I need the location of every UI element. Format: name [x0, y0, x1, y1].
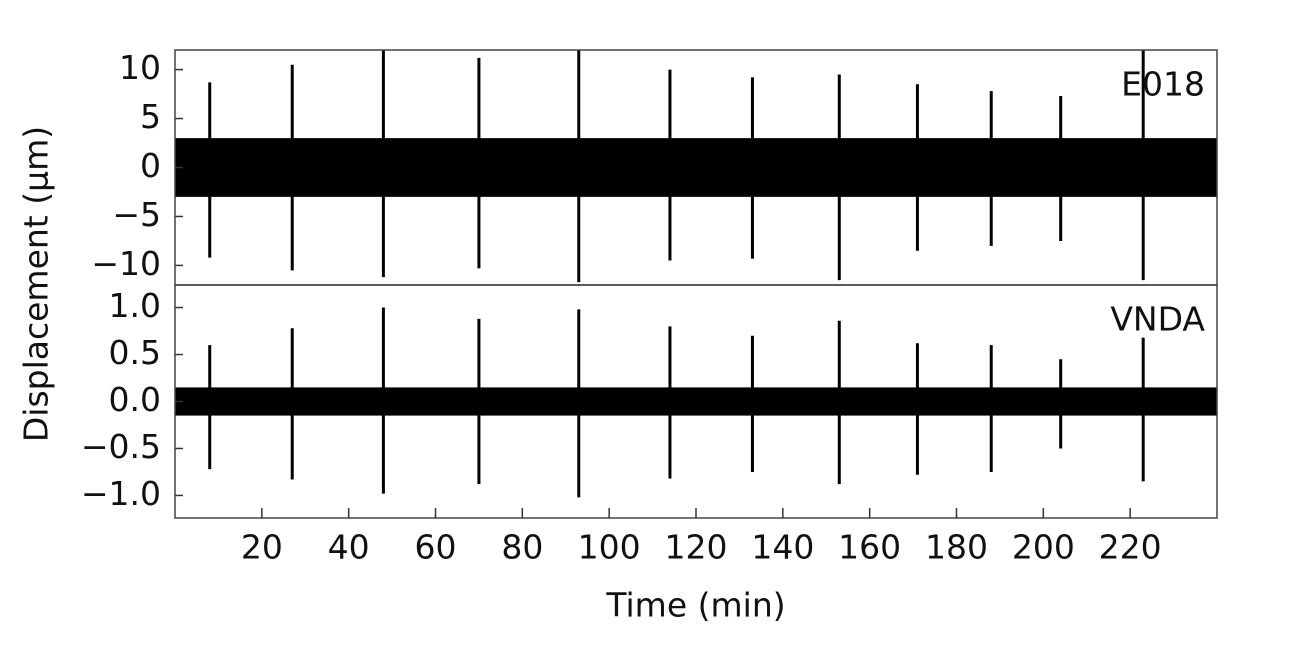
x-tick-label: 160: [838, 528, 901, 567]
x-tick-label: 140: [751, 528, 814, 567]
y-tick-label: 5: [140, 97, 161, 136]
y-tick-label: 0: [140, 146, 161, 185]
x-axis-label: Time (min): [605, 586, 785, 625]
y-tick-label: −0.5: [81, 427, 161, 466]
x-tick-label: 180: [925, 528, 988, 567]
y-tick-label: 1.0: [109, 286, 161, 325]
x-tick-label: 20: [241, 528, 283, 567]
x-tick-label: 200: [1012, 528, 1075, 567]
panel-label: VNDA: [1110, 300, 1205, 339]
y-tick-label: −1.0: [81, 474, 161, 513]
y-axis-label: Displacement (μm): [17, 126, 56, 442]
x-tick-label: 220: [1099, 528, 1162, 567]
x-tick-label: 60: [415, 528, 457, 567]
y-tick-label: −5: [112, 195, 161, 234]
noise-band: [175, 387, 1217, 416]
y-tick-label: 0.0: [109, 380, 161, 419]
noise-band: [175, 138, 1217, 197]
x-tick-label: 100: [578, 528, 641, 567]
x-tick-label: 40: [328, 528, 370, 567]
y-tick-label: −10: [91, 244, 161, 283]
panel-label: E018: [1121, 65, 1205, 104]
x-tick-label: 120: [665, 528, 728, 567]
y-tick-label: 0.5: [109, 333, 161, 372]
y-tick-label: 10: [119, 48, 161, 87]
x-tick-label: 80: [501, 528, 543, 567]
